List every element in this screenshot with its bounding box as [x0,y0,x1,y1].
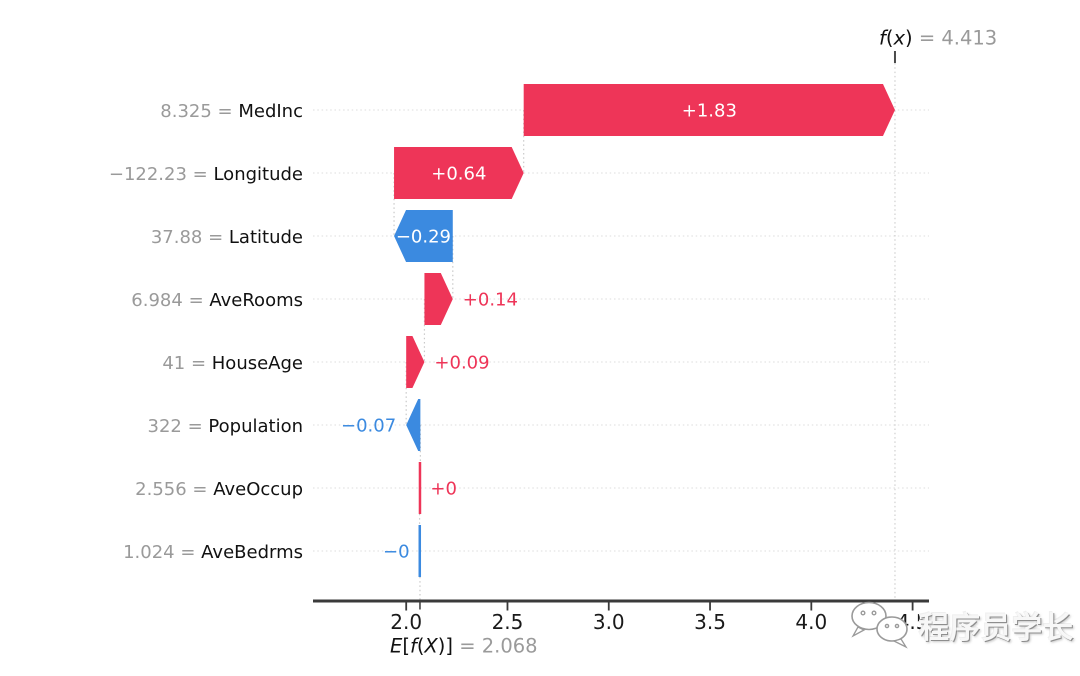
x-tick-label: 3.0 [593,610,625,634]
label-part: AveOccup [213,479,303,500]
label-part: X [423,634,438,657]
watermark-text: 程序员学长 [919,611,1074,646]
bar-value-label: −0 [383,542,410,563]
label-part: = [180,542,201,563]
wechat-icon [851,601,908,649]
label-part: ( [886,26,894,49]
bar-avebedrms [418,525,422,577]
label-part: = [188,416,209,437]
x-tick-label: 4.0 [795,610,827,634]
label-part: = [208,227,229,248]
bar-longitude [394,147,524,199]
feature-label-averooms: 6.984 = AveRooms [131,290,303,311]
label-part: 41 [162,353,191,374]
label-part: f [410,634,420,657]
label-part: Latitude [229,227,303,248]
x-tick-label: 3.5 [694,610,726,634]
feature-label-houseage: 41 = HouseAge [162,353,303,374]
bar-averooms [424,273,453,325]
label-part: 37.88 [151,227,208,248]
feature-label-population: 322 = Population [148,416,303,437]
label-part: = [913,26,942,49]
label-part: E [390,634,403,657]
bar-aveoccup [418,462,422,514]
bar-value-label: +1.83 [682,101,737,122]
label-part: = [189,290,210,311]
feature-label-avebedrms: 1.024 = AveBedrms [123,542,303,563]
label-part: ( [417,634,425,657]
bar-population [406,399,421,451]
label-part: x [892,26,905,49]
label-part: = [193,164,214,185]
label-part: 8.325 [160,101,217,122]
bar-value-label: +0.14 [463,290,518,311]
label-part: ) [438,634,446,657]
bar-value-label: +0.64 [431,164,486,185]
base-title: E[f(X)] = 2.068 [390,634,538,657]
x-tick-label: 2.5 [492,610,524,634]
fx-title: f(x) = 4.413 [879,26,997,49]
label-part: 1.024 [123,542,180,563]
label-part: 4.413 [941,26,997,49]
label-part: AveRooms [209,290,303,311]
feature-label-aveoccup: 2.556 = AveOccup [135,479,303,500]
label-part: HouseAge [212,353,303,374]
label-part: Longitude [213,164,303,185]
label-part: −122.23 [109,164,193,185]
label-part: 2.068 [482,634,538,657]
bar-houseage [406,336,425,388]
label-part: = [218,101,239,122]
bar-value-label: +0 [430,479,457,500]
label-part: = [453,634,482,657]
bar-value-label: −0.07 [341,416,396,437]
bar-value-label: +0.09 [434,353,489,374]
bar-value-label: −0.29 [396,227,451,248]
label-part: AveBedrms [201,542,303,563]
bar-latitude [394,210,453,262]
x-tick-label: 2.0 [390,610,422,634]
feature-label-medinc: 8.325 = MedInc [160,101,303,122]
label-part: Population [208,416,303,437]
label-part: = [192,479,213,500]
label-part: MedInc [238,101,303,122]
label-part: ) [905,26,913,49]
label-part: ] [445,634,453,657]
label-part: 2.556 [135,479,192,500]
label-part: f [879,26,889,49]
feature-label-longitude: −122.23 = Longitude [109,164,303,185]
feature-label-latitude: 37.88 = Latitude [151,227,303,248]
label-part: [ [402,634,410,657]
label-part: 322 [148,416,188,437]
label-part: = [191,353,212,374]
watermark: 程序员学长 [844,596,1074,654]
label-part: 6.984 [131,290,188,311]
bar-medinc [523,84,895,136]
